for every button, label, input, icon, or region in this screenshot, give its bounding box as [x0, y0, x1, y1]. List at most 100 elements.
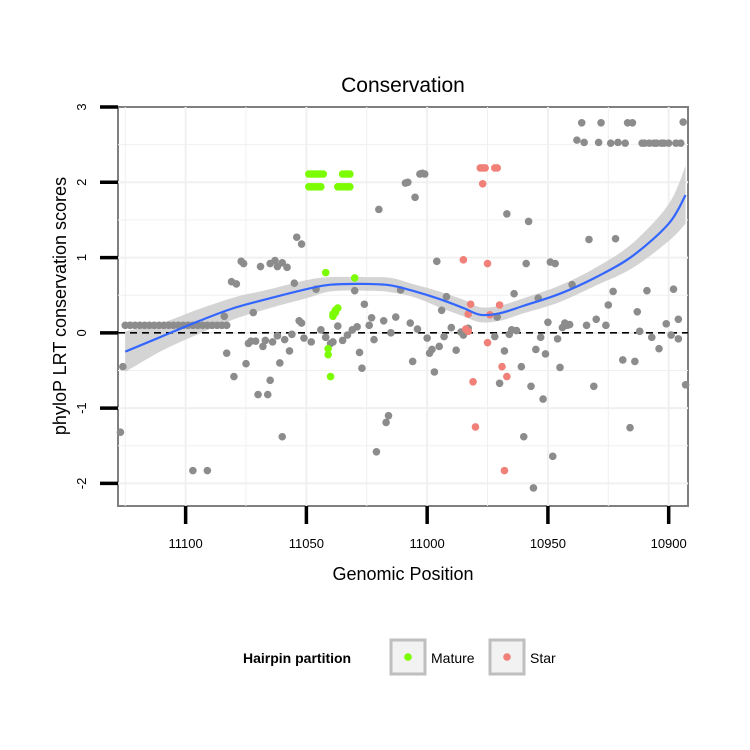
point-other — [271, 256, 279, 265]
point-other — [577, 119, 586, 127]
point-other — [635, 327, 644, 336]
point-other — [517, 362, 526, 371]
point-other — [553, 335, 562, 343]
point-other — [189, 466, 197, 475]
point-other — [343, 331, 352, 339]
point-mature — [321, 268, 330, 277]
point-other — [358, 364, 366, 373]
point-other — [544, 318, 552, 327]
point-other — [592, 315, 601, 324]
point-other — [621, 139, 630, 147]
point-other — [495, 379, 504, 388]
y-tick-label: 2 — [74, 179, 89, 186]
point-other — [532, 345, 540, 354]
point-other — [681, 380, 690, 389]
point-other — [273, 332, 282, 340]
point-star — [471, 423, 480, 431]
point-other — [522, 259, 530, 268]
point-star — [459, 256, 468, 264]
point-other — [667, 331, 675, 339]
point-other — [249, 308, 258, 317]
point-star — [464, 327, 473, 336]
point-other — [674, 335, 683, 343]
point-other — [582, 321, 591, 330]
x-axis: 11100 11050 11000 10950 10900 — [169, 506, 687, 551]
point-other — [664, 139, 673, 147]
point-other — [232, 280, 241, 288]
point-other — [611, 234, 620, 243]
point-other — [288, 330, 296, 339]
point-other — [278, 259, 287, 267]
point-other — [119, 362, 127, 371]
point-other — [222, 321, 231, 330]
point-other — [353, 323, 361, 331]
point-other — [519, 432, 528, 441]
legend-title: Hairpin partition — [243, 650, 351, 666]
point-other — [524, 217, 533, 226]
point-other — [618, 356, 627, 364]
point-other — [437, 306, 446, 315]
point-other — [565, 320, 574, 329]
point-other — [278, 432, 287, 441]
point-other — [447, 323, 456, 332]
chart-title: Conservation — [341, 74, 465, 97]
point-other — [510, 289, 518, 298]
point-other — [597, 119, 605, 127]
point-mature — [350, 274, 359, 282]
point-other — [239, 259, 248, 268]
point-mature — [324, 344, 332, 353]
point-other — [370, 335, 378, 344]
point-other — [452, 346, 460, 354]
point-other — [633, 307, 642, 316]
point-other — [268, 338, 277, 346]
point-other — [628, 119, 637, 127]
point-other — [266, 376, 274, 385]
point-other — [116, 428, 125, 437]
point-other — [317, 326, 325, 334]
point-other — [527, 382, 535, 391]
point-other — [609, 287, 617, 296]
point-other — [283, 263, 291, 272]
point-other — [500, 347, 509, 355]
x-tick-label: 11000 — [410, 536, 445, 551]
point-other — [307, 338, 316, 346]
point-other — [413, 325, 422, 333]
point-other — [433, 257, 441, 266]
point-other — [300, 334, 308, 342]
point-other — [655, 344, 663, 353]
point-star — [503, 372, 511, 381]
point-mature — [346, 170, 354, 178]
point-other — [276, 359, 284, 367]
point-other — [263, 390, 272, 399]
point-mature — [346, 183, 354, 191]
point-mature — [324, 350, 332, 359]
point-other — [355, 348, 364, 357]
point-other — [529, 484, 538, 492]
point-other — [606, 139, 615, 147]
point-other — [512, 326, 521, 335]
legend-label-star: Star — [530, 650, 556, 666]
point-other — [406, 319, 415, 327]
point-other — [379, 317, 388, 325]
point-other — [614, 138, 622, 147]
point-other — [679, 118, 687, 126]
point-other — [662, 320, 671, 328]
y-tick-label: 3 — [74, 103, 89, 110]
point-other — [256, 262, 265, 271]
point-other — [411, 193, 419, 202]
point-other — [338, 336, 347, 345]
point-star — [466, 300, 475, 309]
point-star — [481, 164, 489, 172]
point-other — [251, 337, 260, 345]
point-other — [594, 138, 603, 147]
y-axis-title: phyloP LRT conservation scores — [50, 177, 70, 435]
plot-panel — [116, 106, 690, 507]
smooth-line — [124, 194, 687, 353]
point-other — [365, 321, 373, 330]
point-other — [568, 280, 576, 289]
point-star — [495, 301, 504, 309]
point-other — [590, 382, 598, 391]
point-other — [297, 319, 306, 327]
point-other — [548, 452, 557, 461]
point-other — [387, 329, 395, 337]
